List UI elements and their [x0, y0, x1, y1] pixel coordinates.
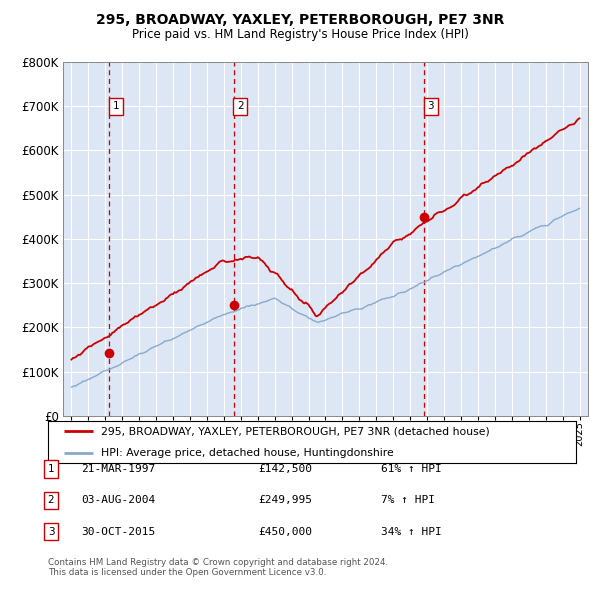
Text: HPI: Average price, detached house, Huntingdonshire: HPI: Average price, detached house, Hunt…: [101, 448, 394, 457]
Text: 295, BROADWAY, YAXLEY, PETERBOROUGH, PE7 3NR (detached house): 295, BROADWAY, YAXLEY, PETERBOROUGH, PE7…: [101, 427, 490, 436]
Text: 34% ↑ HPI: 34% ↑ HPI: [381, 527, 442, 536]
Text: Contains HM Land Registry data © Crown copyright and database right 2024.
This d: Contains HM Land Registry data © Crown c…: [48, 558, 388, 577]
Text: 03-AUG-2004: 03-AUG-2004: [81, 496, 155, 505]
Text: 30-OCT-2015: 30-OCT-2015: [81, 527, 155, 536]
Text: 1: 1: [112, 101, 119, 111]
Text: 295, BROADWAY, YAXLEY, PETERBOROUGH, PE7 3NR: 295, BROADWAY, YAXLEY, PETERBOROUGH, PE7…: [96, 13, 504, 27]
Text: 2: 2: [47, 496, 55, 505]
Text: 2: 2: [237, 101, 244, 111]
Text: £450,000: £450,000: [258, 527, 312, 536]
Text: 3: 3: [428, 101, 434, 111]
Text: £142,500: £142,500: [258, 464, 312, 474]
Text: 7% ↑ HPI: 7% ↑ HPI: [381, 496, 435, 505]
Text: 61% ↑ HPI: 61% ↑ HPI: [381, 464, 442, 474]
Text: 1: 1: [47, 464, 55, 474]
Text: 21-MAR-1997: 21-MAR-1997: [81, 464, 155, 474]
Text: 3: 3: [47, 527, 55, 536]
Text: £249,995: £249,995: [258, 496, 312, 505]
Text: Price paid vs. HM Land Registry's House Price Index (HPI): Price paid vs. HM Land Registry's House …: [131, 28, 469, 41]
